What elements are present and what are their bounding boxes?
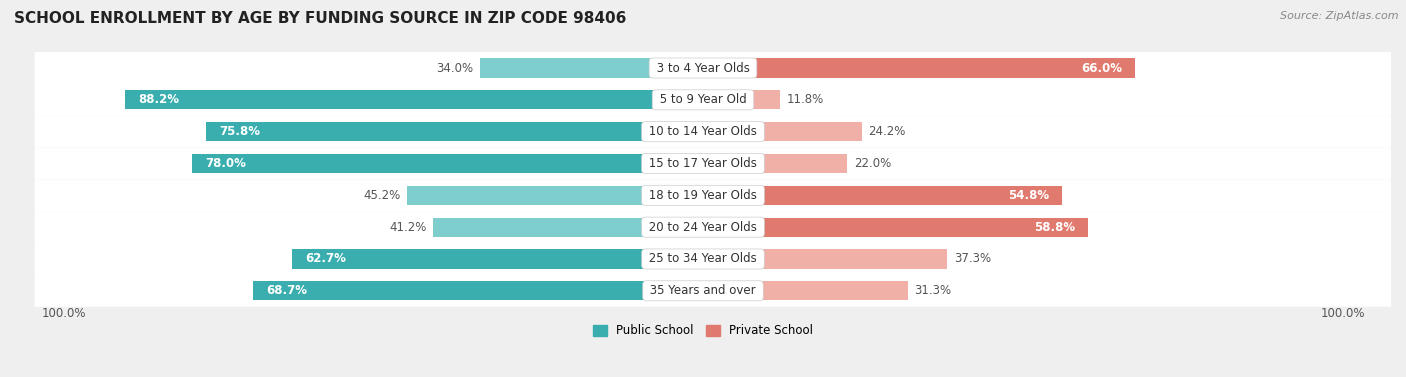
- Bar: [191, 154, 703, 173]
- Text: 31.3%: 31.3%: [915, 284, 952, 297]
- Bar: [703, 90, 780, 109]
- Bar: [433, 218, 703, 237]
- Text: 22.0%: 22.0%: [853, 157, 891, 170]
- Text: SCHOOL ENROLLMENT BY AGE BY FUNDING SOURCE IN ZIP CODE 98406: SCHOOL ENROLLMENT BY AGE BY FUNDING SOUR…: [14, 11, 627, 26]
- FancyBboxPatch shape: [35, 243, 1398, 275]
- Bar: [481, 58, 703, 78]
- Bar: [703, 186, 1062, 205]
- Text: 41.2%: 41.2%: [389, 221, 426, 234]
- FancyBboxPatch shape: [35, 211, 1398, 243]
- Text: 75.8%: 75.8%: [219, 125, 260, 138]
- FancyBboxPatch shape: [35, 52, 1398, 84]
- Text: 24.2%: 24.2%: [868, 125, 905, 138]
- Text: 15 to 17 Year Olds: 15 to 17 Year Olds: [645, 157, 761, 170]
- FancyBboxPatch shape: [35, 116, 1398, 147]
- Bar: [703, 281, 908, 300]
- Text: 20 to 24 Year Olds: 20 to 24 Year Olds: [645, 221, 761, 234]
- Bar: [703, 154, 848, 173]
- Text: 54.8%: 54.8%: [1008, 189, 1049, 202]
- FancyBboxPatch shape: [35, 275, 1398, 307]
- FancyBboxPatch shape: [35, 179, 1398, 211]
- Text: 37.3%: 37.3%: [953, 253, 991, 265]
- Bar: [253, 281, 703, 300]
- Text: 45.2%: 45.2%: [363, 189, 401, 202]
- FancyBboxPatch shape: [35, 84, 1398, 116]
- Text: 34.0%: 34.0%: [436, 61, 474, 75]
- FancyBboxPatch shape: [35, 147, 1398, 179]
- Text: 58.8%: 58.8%: [1033, 221, 1076, 234]
- Text: 25 to 34 Year Olds: 25 to 34 Year Olds: [645, 253, 761, 265]
- Legend: Public School, Private School: Public School, Private School: [588, 320, 818, 342]
- Text: 35 Years and over: 35 Years and over: [647, 284, 759, 297]
- Text: 66.0%: 66.0%: [1081, 61, 1122, 75]
- Text: 11.8%: 11.8%: [787, 93, 824, 106]
- Bar: [406, 186, 703, 205]
- Text: 68.7%: 68.7%: [266, 284, 307, 297]
- Bar: [703, 122, 862, 141]
- Bar: [703, 250, 948, 268]
- Text: 88.2%: 88.2%: [138, 93, 179, 106]
- Text: 78.0%: 78.0%: [205, 157, 246, 170]
- Text: 18 to 19 Year Olds: 18 to 19 Year Olds: [645, 189, 761, 202]
- Bar: [703, 58, 1136, 78]
- Text: 100.0%: 100.0%: [41, 307, 86, 320]
- Bar: [292, 250, 703, 268]
- Text: 62.7%: 62.7%: [305, 253, 346, 265]
- Text: 5 to 9 Year Old: 5 to 9 Year Old: [655, 93, 751, 106]
- Text: 100.0%: 100.0%: [1320, 307, 1365, 320]
- Bar: [125, 90, 703, 109]
- Text: Source: ZipAtlas.com: Source: ZipAtlas.com: [1281, 11, 1399, 21]
- Text: 3 to 4 Year Olds: 3 to 4 Year Olds: [652, 61, 754, 75]
- Bar: [207, 122, 703, 141]
- Text: 10 to 14 Year Olds: 10 to 14 Year Olds: [645, 125, 761, 138]
- Bar: [703, 218, 1088, 237]
